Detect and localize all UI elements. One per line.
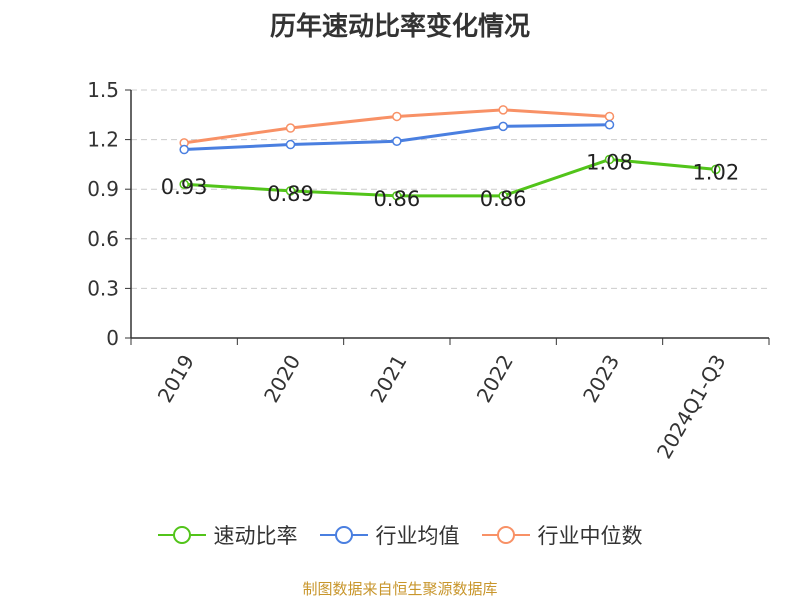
data-point-marker (604, 154, 615, 165)
data-point-marker (498, 191, 508, 201)
x-tick-label: 2021 (365, 351, 411, 407)
y-tick-label: 1.2 (87, 128, 119, 152)
legend-label: 速动比率 (213, 524, 298, 548)
x-tick-label: 2023 (578, 351, 624, 407)
data-point-marker (392, 111, 402, 122)
data-point-marker (285, 139, 296, 150)
data-label: 0.93 (161, 175, 208, 199)
x-tick-label: 2022 (472, 350, 518, 406)
chart-title: 历年速动比率变化情况 (269, 12, 530, 42)
y-tick-label: 0.9 (87, 177, 119, 201)
data-label: 0.86 (373, 187, 420, 211)
legend-item-industry-median[interactable]: 行业中位数 (481, 520, 643, 550)
data-label: 1.02 (692, 160, 739, 184)
data-point-marker (285, 123, 296, 133)
legend-item-quick-ratio[interactable]: 速动比率 (157, 520, 298, 550)
y-tick-label: 0.6 (87, 227, 119, 251)
x-tick-label: 2019 (153, 351, 199, 407)
data-label: 1.08 (586, 150, 633, 174)
data-point-marker (498, 105, 508, 115)
legend-label: 行业均值 (375, 524, 460, 548)
data-point-marker (179, 144, 189, 155)
data-point-marker (285, 186, 296, 196)
legend: 速动比率 行业均值 行业中位数 (0, 520, 800, 550)
data-labels: 0.93 0.89 0.86 0.86 1.08 1.02 (161, 150, 739, 210)
legend-label: 行业中位数 (537, 524, 643, 548)
y-tick-label: 0.3 (87, 276, 119, 300)
x-tick-label: 2020 (259, 351, 305, 407)
data-point-marker (392, 136, 402, 147)
y-tick-label: 1.5 (87, 78, 119, 102)
data-point-marker (392, 191, 402, 201)
y-tick-label: 0 (106, 326, 119, 350)
grid-lines (131, 89, 769, 289)
data-point-marker (711, 164, 721, 175)
x-tick-label: 2024Q1-Q3 (652, 351, 731, 463)
series-line (184, 157, 716, 198)
legend-item-industry-mean[interactable]: 行业均值 (319, 520, 460, 550)
data-label: 0.86 (480, 187, 527, 211)
legend-line-marker-icon (319, 526, 368, 544)
data-label: 0.89 (267, 182, 314, 206)
data-point-marker (604, 111, 615, 122)
data-point-marker (604, 119, 615, 130)
data-point-marker (179, 179, 189, 189)
legend-line-marker-icon (481, 526, 530, 544)
data-point-marker (498, 121, 508, 132)
legend-line-marker-icon (157, 526, 206, 544)
source-note: 制图数据来自恒生聚源数据库 (302, 580, 498, 598)
series-lines (179, 105, 721, 201)
